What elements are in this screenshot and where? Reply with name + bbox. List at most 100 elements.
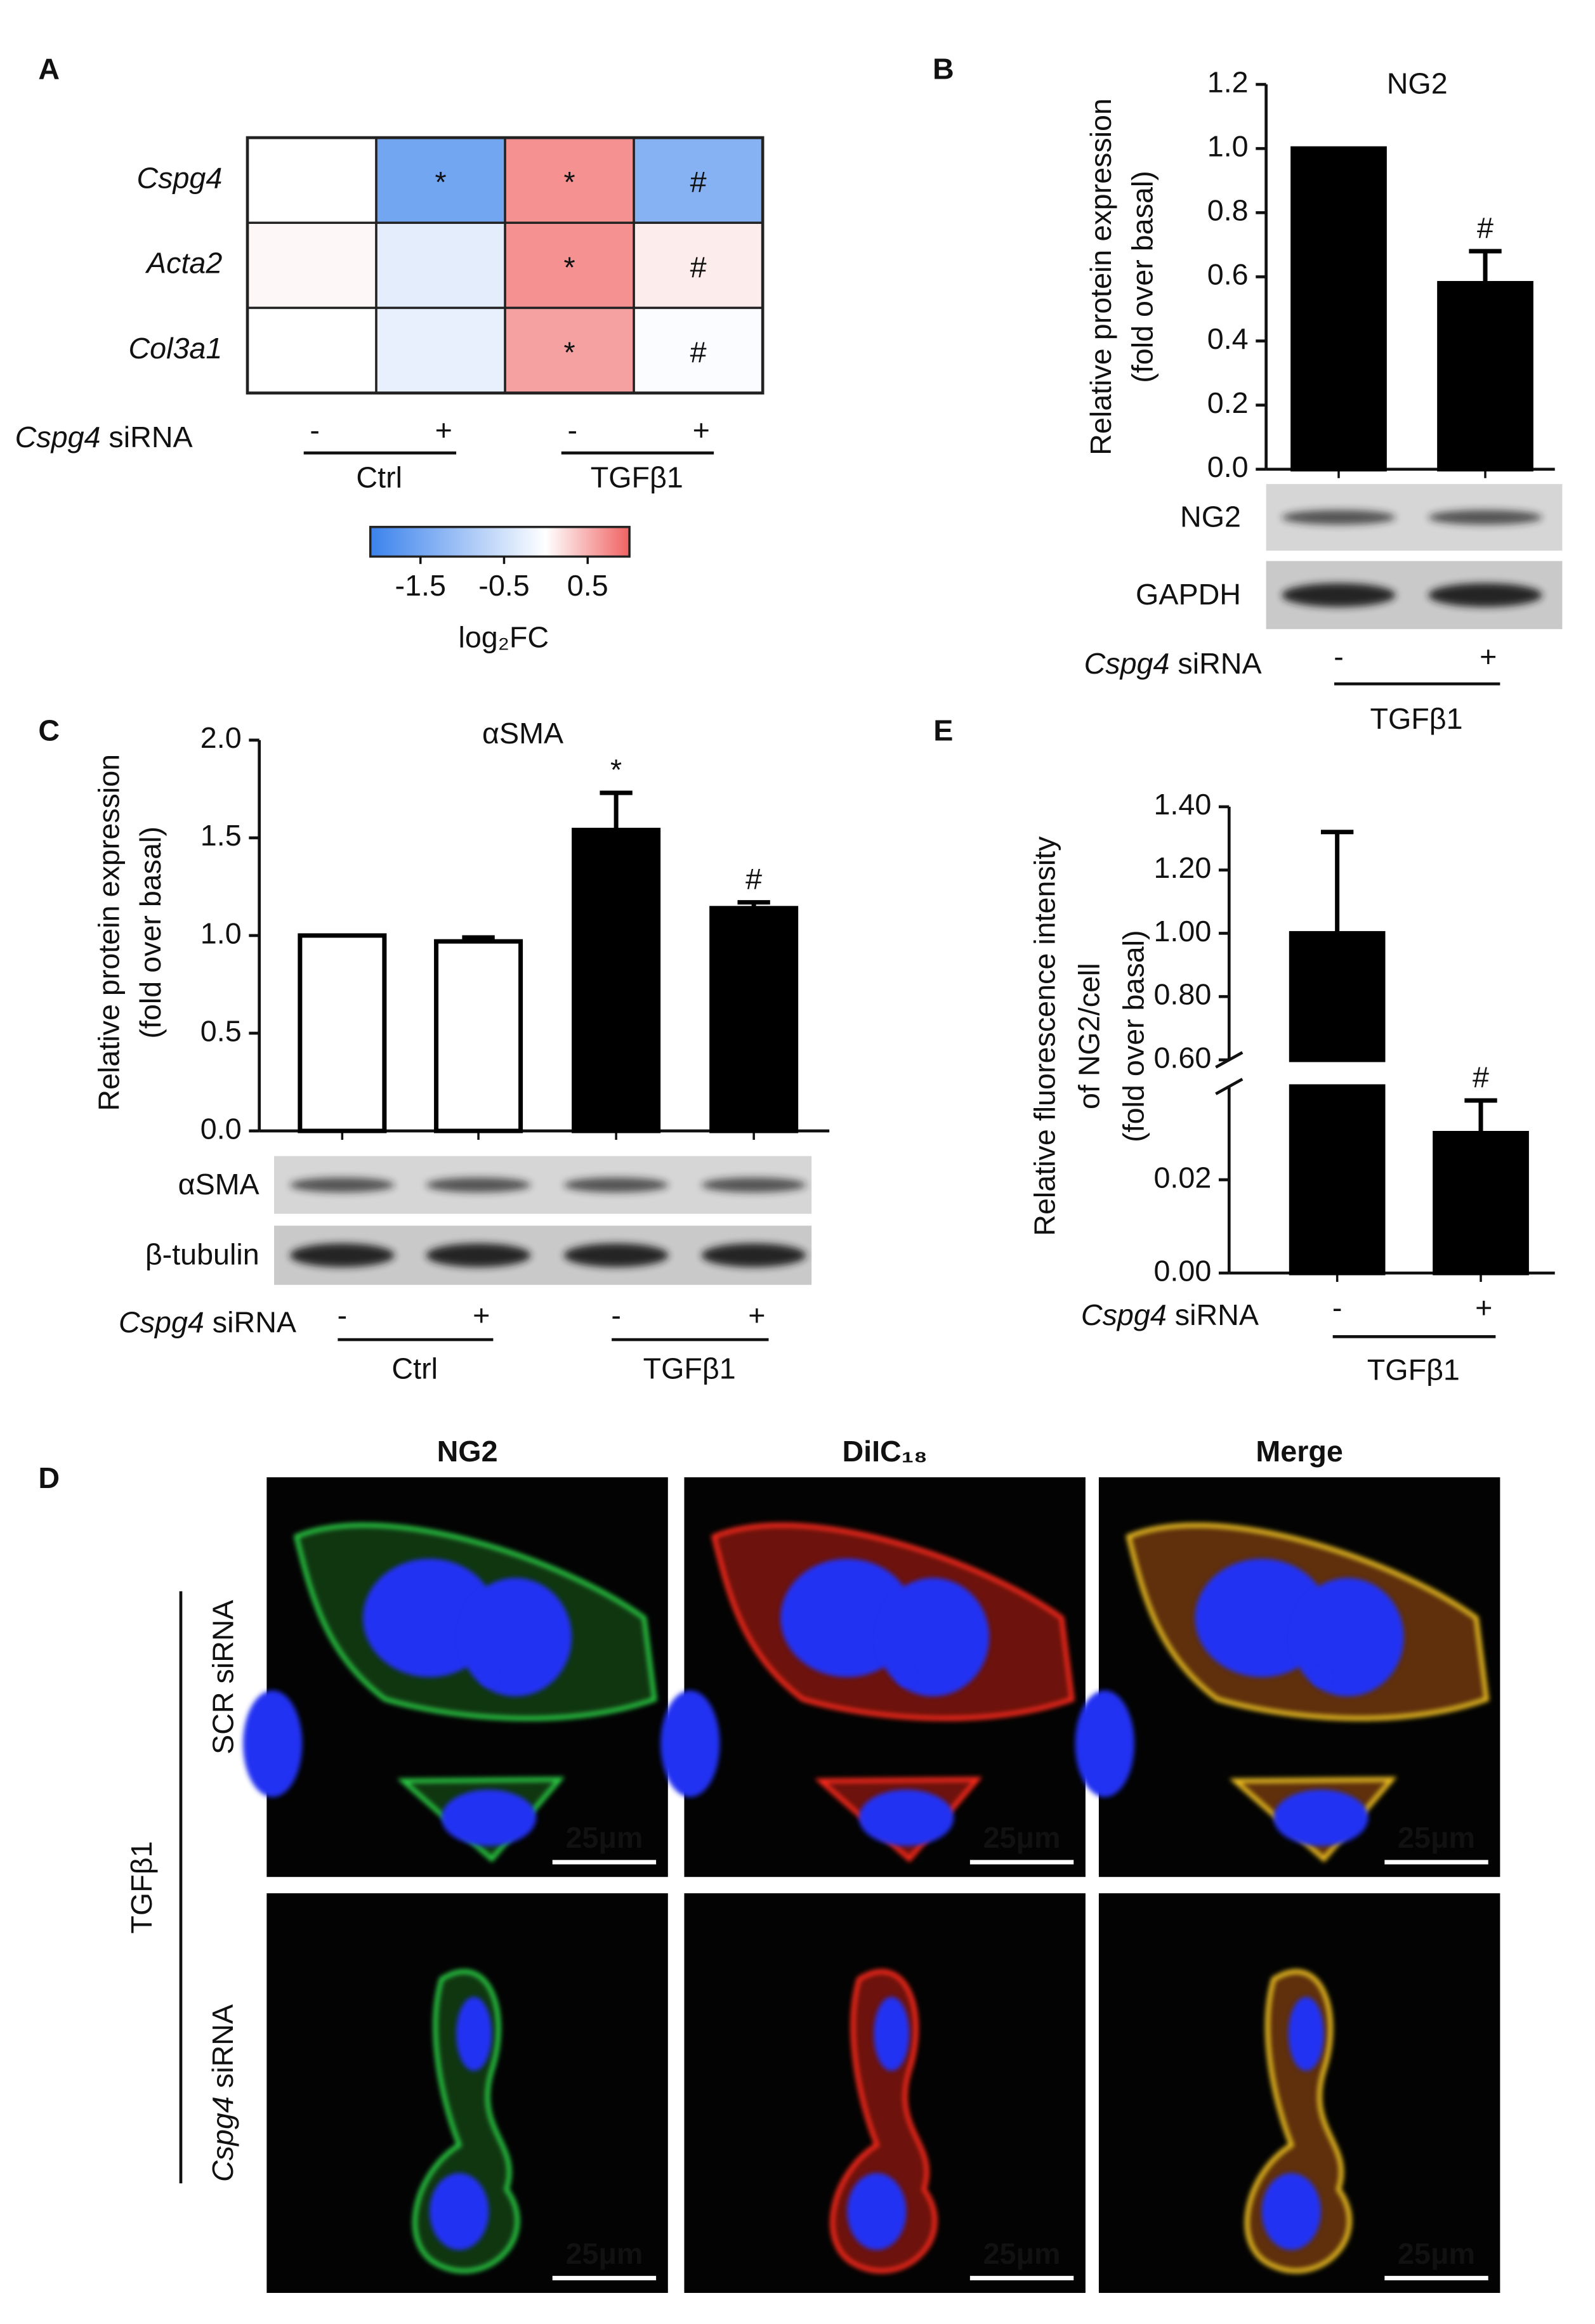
group-label: TGFβ1 <box>1370 702 1462 735</box>
row-label: Acta2 <box>145 247 222 280</box>
sign-label: - <box>611 1298 621 1331</box>
y-tick-label: 0.8 <box>1207 194 1249 227</box>
blot-label: αSMA <box>178 1168 260 1201</box>
nucleus <box>897 1668 916 1687</box>
cell-annotation: # <box>690 336 707 369</box>
micrograph: 25μm <box>243 1477 668 1877</box>
bar <box>1290 146 1387 472</box>
cell-annotation: # <box>690 251 707 284</box>
nucleus <box>1288 1997 1324 2071</box>
significance-mark: # <box>1473 1061 1489 1094</box>
sign-label: - <box>310 414 320 447</box>
y-axis-label: (fold over basal) <box>1126 171 1159 383</box>
colorbar-tick-label: -1.5 <box>395 569 446 602</box>
blot-band <box>1282 583 1396 607</box>
blot-band <box>563 1177 669 1192</box>
cell-annotation: * <box>435 166 446 199</box>
blot-band <box>563 1243 669 1267</box>
colorbar <box>369 526 631 558</box>
sign-label: + <box>748 1298 765 1331</box>
bar <box>572 828 661 1133</box>
blot-band <box>289 1243 395 1267</box>
micrograph: 25μm <box>684 1893 1086 2293</box>
sign-label: - <box>567 414 577 447</box>
nucleus <box>1291 1577 1404 1697</box>
bar <box>434 939 523 1133</box>
bar <box>1437 281 1533 472</box>
group-label: TGFβ1 <box>1367 1354 1460 1387</box>
panel-letter: D <box>38 1461 60 1494</box>
y-axis-label: Relative protein expression <box>1084 98 1117 455</box>
error-bar <box>1464 1098 1497 1133</box>
bar <box>709 906 799 1133</box>
y-tick-label: 1.0 <box>200 917 242 950</box>
micrograph: 25μm <box>1098 1893 1500 2293</box>
scale-bar-label: 25μm <box>565 1821 643 1854</box>
blot-band <box>701 1243 806 1267</box>
heatmap-cell <box>246 136 377 224</box>
nucleus <box>480 1668 498 1687</box>
blot-band <box>1428 583 1542 607</box>
scale-bar-label: 25μm <box>565 2237 643 2270</box>
blot-band <box>1428 509 1542 525</box>
factor-label: Cspg4 siRNA <box>1084 648 1263 681</box>
blot-band <box>701 1177 806 1192</box>
nucleus <box>430 2172 489 2250</box>
colorbar-tick-label: -0.5 <box>478 569 529 602</box>
y-tick-label: 0.2 <box>1207 386 1249 419</box>
row-label: SCR siRNA <box>206 1599 239 1754</box>
group-label: TGFβ1 <box>591 460 683 493</box>
column-header: Merge <box>1256 1435 1342 1468</box>
bar <box>1433 1130 1529 1276</box>
blot-label: GAPDH <box>1136 578 1241 611</box>
cell-annotation: * <box>564 336 575 369</box>
nucleus <box>660 1690 720 1798</box>
panel-letter: C <box>38 714 60 747</box>
error-bar <box>1320 830 1354 934</box>
heatmap-border <box>246 136 765 395</box>
error-bar <box>1469 249 1502 284</box>
error-bar <box>600 790 633 830</box>
blot-band <box>289 1177 395 1192</box>
sign-label: - <box>1332 1291 1342 1324</box>
nucleus <box>1075 1690 1134 1798</box>
panel-letter: E <box>933 714 953 747</box>
group-label: Ctrl <box>391 1352 438 1385</box>
sign-label: + <box>1475 1291 1492 1324</box>
nucleus <box>243 1690 303 1798</box>
significance-mark: # <box>745 863 762 896</box>
bar <box>1289 1084 1386 1276</box>
row-label: Cspg4 siRNA <box>206 2004 239 2182</box>
y-axis-label: of NG2/cell <box>1073 963 1106 1109</box>
bar <box>1289 930 1386 1062</box>
heatmap-cell <box>504 136 635 224</box>
y-tick-label: 0.4 <box>1207 322 1249 355</box>
y-axis-label: (fold over basal) <box>1117 930 1150 1142</box>
y-tick-label: 0.60 <box>1153 1041 1211 1074</box>
y-tick-label: 1.40 <box>1153 788 1211 821</box>
scale-bar-label: 25μm <box>983 1821 1061 1854</box>
y-tick-label: 1.00 <box>1153 915 1211 948</box>
column-header: DiIC₁₈ <box>842 1435 927 1468</box>
bar <box>298 933 387 1133</box>
blot-label: β-tubulin <box>145 1238 259 1271</box>
factor-label: Cspg4 siRNA <box>15 421 194 454</box>
y-tick-label: 0.00 <box>1153 1254 1211 1287</box>
micrograph: 25μm <box>1075 1477 1500 1877</box>
nucleus <box>1261 2172 1321 2250</box>
group-label: TGFβ1 <box>643 1352 736 1385</box>
blot-band <box>426 1243 531 1267</box>
panel-letter: A <box>38 52 60 85</box>
row-label: Col3a1 <box>128 332 222 365</box>
y-tick-label: 0.5 <box>200 1014 242 1047</box>
y-tick-label: 0.0 <box>200 1112 242 1145</box>
nucleus <box>441 1789 537 1846</box>
nucleus <box>847 2172 907 2250</box>
colorbar-label: log₂FC <box>458 621 549 654</box>
chart-title: αSMA <box>482 717 564 750</box>
micrograph: 25μm <box>660 1477 1086 1877</box>
nucleus <box>1273 1789 1369 1846</box>
nucleus <box>1311 1668 1330 1687</box>
colorbar-tick-label: 0.5 <box>567 569 608 602</box>
